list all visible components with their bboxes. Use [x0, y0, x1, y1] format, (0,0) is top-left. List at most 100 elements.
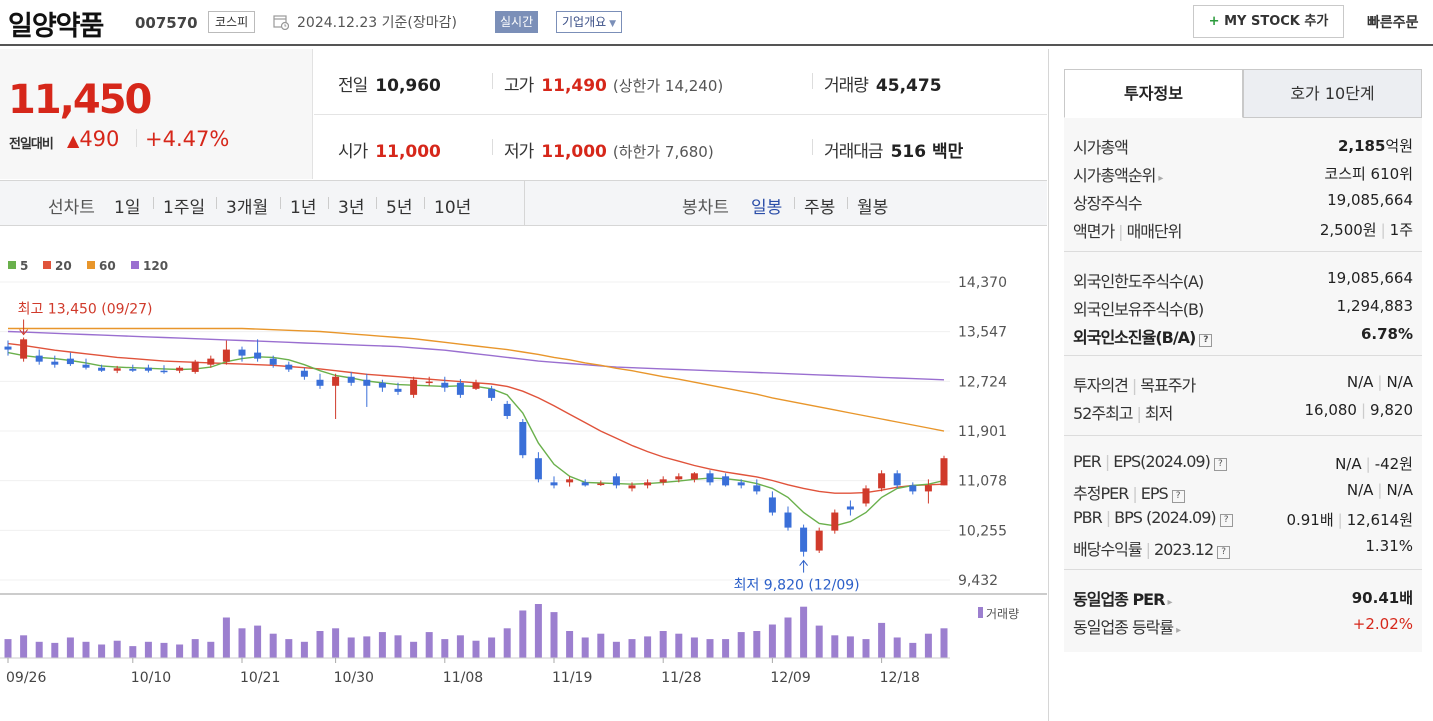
high-annotation: 최고 13,450 (09/27) — [18, 302, 153, 318]
opinion-label: 투자의견 — [1073, 376, 1129, 395]
candle-body — [191, 361, 199, 372]
volume-bar — [285, 639, 293, 658]
quick-order-link[interactable]: 빠른주문 — [1367, 15, 1419, 31]
candle-daily[interactable]: 일봉 — [751, 198, 783, 218]
candle-body — [176, 367, 184, 371]
help-icon[interactable]: ? — [1219, 514, 1233, 527]
candle-body — [394, 388, 402, 392]
face-label-wrap: 액면가 | 매매단위 — [1073, 218, 1182, 242]
est-per-value: N/A — [1346, 481, 1374, 499]
realtime-button[interactable]: 실시간 — [495, 11, 539, 33]
volume-bar — [363, 636, 371, 658]
open-value: 11,000 — [375, 142, 441, 162]
candle-body — [332, 376, 340, 386]
period-3y[interactable]: 3년 — [338, 198, 365, 218]
candle-body — [815, 530, 823, 551]
candle-body — [66, 358, 74, 365]
industry-per-row[interactable]: 동일업종 PER ▸ 90.41배 — [1073, 586, 1413, 612]
low-value: 11,000 — [541, 142, 607, 162]
volume-bar — [66, 637, 74, 658]
candle-body — [862, 488, 870, 504]
divider — [812, 73, 813, 89]
current-price-box: 11,450 전일대비 ▲490 +4.47% — [0, 49, 313, 179]
candle-body — [160, 370, 168, 373]
foreign-limit-row: 외국인한도주식수(A) 19,085,664 — [1073, 268, 1413, 294]
x-tick-label: 09/26 — [6, 670, 46, 686]
period-1w[interactable]: 1주일 — [163, 198, 206, 218]
x-tick-label: 11/08 — [443, 670, 483, 686]
y-tick-label: 11,078 — [958, 474, 1007, 490]
bps-value: 12,614원 — [1346, 511, 1413, 529]
stock-chart[interactable]: 14,370 13,547 12,724 11,901 11,078 10,255 9,43… — [0, 227, 1047, 721]
help-icon[interactable]: ? — [1217, 546, 1231, 559]
industry-section: 동일업종 PER ▸ 90.41배 동일업종 등락률 ▸ +2.02% — [1064, 570, 1422, 652]
y-tick-label: 12,724 — [958, 374, 1007, 390]
x-tick-label: 12/09 — [770, 670, 810, 686]
volume-label: 거래량 — [824, 76, 869, 96]
add-my-stock-button[interactable]: + MY STOCK 추가 — [1193, 5, 1344, 38]
foreign-limit-label: 외국인한도주식수(A) — [1073, 272, 1204, 291]
volume-bar — [503, 628, 511, 658]
candle-body — [878, 473, 886, 489]
week52-high-value: 16,080 — [1304, 401, 1357, 419]
quote-row: 시가 11,000 저가 11,000 (하한가 7,680) 거래대금 516 백만 — [314, 114, 1047, 179]
divider: | — [1360, 401, 1367, 419]
help-icon[interactable]: ? — [1199, 334, 1213, 347]
target-value: N/A — [1386, 373, 1413, 391]
volume-bar — [706, 639, 714, 658]
industry-change-row[interactable]: 동일업종 등락률 ▸ +2.02% — [1073, 614, 1413, 640]
period-3m[interactable]: 3개월 — [226, 198, 269, 218]
industry-change-label-wrap: 동일업종 등락률 ▸ — [1073, 614, 1181, 638]
period-5y[interactable]: 5년 — [386, 198, 413, 218]
divider: | — [1377, 481, 1383, 499]
stock-name: 일양약품 — [8, 11, 104, 42]
candle-body — [113, 368, 121, 371]
volume-bar — [254, 625, 262, 658]
candle-monthly[interactable]: 월봉 — [857, 198, 889, 218]
industry-change-label: 동일업종 등락률 — [1073, 618, 1174, 637]
foreign-section: 외국인한도주식수(A) 19,085,664 외국인보유주식수(B) 1,294,8… — [1064, 252, 1422, 356]
candle-body — [909, 485, 917, 492]
week52-low-value: 9,820 — [1370, 401, 1413, 419]
help-icon[interactable]: ? — [1213, 458, 1227, 471]
divider — [153, 197, 154, 209]
volume-bar — [566, 631, 574, 658]
period-1d[interactable]: 1일 — [114, 198, 141, 218]
volume-bar — [160, 642, 168, 658]
volume-bar — [222, 617, 230, 658]
change-amount: 490 — [79, 127, 120, 151]
candle-body — [238, 349, 246, 356]
sidebar-tabs: 투자정보 호가 10단계 — [1064, 69, 1422, 118]
candle-body — [410, 379, 418, 395]
candle-body — [20, 339, 28, 359]
candle-weekly[interactable]: 주봉 — [804, 198, 836, 218]
candle-body — [597, 483, 605, 486]
market-cap-row: 시가총액 2,185억원 — [1073, 134, 1413, 160]
divider: | — [1380, 221, 1386, 239]
volume-bar — [113, 640, 121, 658]
target-label: 목표주가 — [1140, 376, 1196, 395]
tab-orderbook-10[interactable]: 호가 10단계 — [1243, 69, 1422, 118]
period-1y[interactable]: 1년 — [290, 198, 317, 218]
plus-icon: + — [1208, 14, 1220, 29]
candlestick-chart[interactable]: 14,370 13,547 12,724 11,901 11,078 10,255 9,43… — [0, 227, 1047, 721]
volume-bar — [176, 644, 184, 658]
bps-label: BPS (2024.09) — [1114, 508, 1217, 527]
market-cap-label: 시가총액 — [1073, 138, 1129, 157]
volume-bar — [316, 631, 324, 658]
volume-bar — [82, 641, 90, 658]
up-triangle-icon: ▲ — [67, 131, 80, 150]
foreign-hold-value: 1,294,883 — [1336, 297, 1413, 315]
tab-investment-info[interactable]: 투자정보 — [1064, 69, 1243, 118]
candle-body — [534, 458, 542, 480]
trade-unit-value: 1주 — [1389, 221, 1413, 239]
company-overview-dropdown[interactable]: 기업개요 ▼ — [556, 11, 623, 33]
cap-rank-row[interactable]: 시가총액순위 ▸ 코스피 610위 — [1073, 162, 1413, 188]
candle-body — [628, 485, 636, 489]
volume-bar — [893, 637, 901, 658]
period-10y[interactable]: 10년 — [434, 198, 472, 218]
lower-limit: (하한가 7,680) — [612, 143, 714, 161]
legend-label: 60 — [99, 259, 116, 273]
help-icon[interactable]: ? — [1171, 490, 1185, 503]
foreign-rate-value: 6.78% — [1360, 325, 1413, 343]
